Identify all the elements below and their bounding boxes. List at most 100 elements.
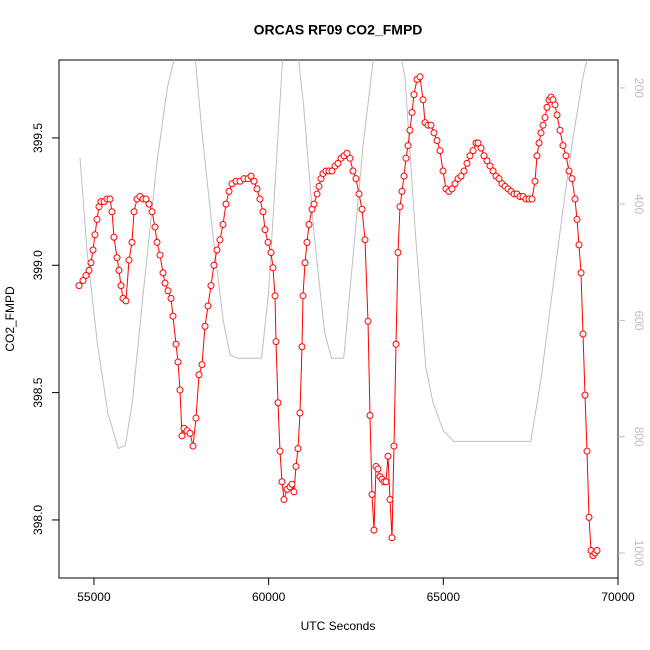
- point: [334, 159, 342, 167]
- point: [276, 447, 284, 455]
- point: [176, 386, 184, 394]
- point: [213, 246, 221, 254]
- point: [553, 111, 561, 119]
- point: [535, 139, 543, 147]
- point: [358, 205, 366, 213]
- y2-tick-label: 1000: [632, 540, 646, 567]
- point: [568, 175, 576, 183]
- point: [79, 277, 87, 285]
- point: [153, 238, 161, 246]
- point: [556, 126, 564, 134]
- point: [466, 152, 474, 160]
- point: [122, 297, 130, 305]
- point: [272, 338, 280, 346]
- point: [486, 162, 494, 170]
- point: [571, 195, 579, 203]
- y2-tick-label: 800: [632, 427, 646, 447]
- point: [531, 177, 539, 185]
- x-tick-label: 55000: [77, 590, 111, 604]
- point: [364, 317, 372, 325]
- x-tick-label: 60000: [252, 590, 286, 604]
- point: [390, 442, 398, 450]
- point: [106, 195, 114, 203]
- point: [178, 432, 186, 440]
- point: [115, 266, 123, 274]
- point: [294, 445, 302, 453]
- point: [292, 462, 300, 470]
- point: [448, 185, 456, 193]
- point: [161, 279, 169, 287]
- point: [581, 391, 589, 399]
- point: [313, 190, 321, 198]
- point: [274, 399, 282, 407]
- point: [559, 142, 567, 150]
- point: [167, 294, 175, 302]
- point: [579, 330, 587, 338]
- point: [125, 256, 133, 264]
- point: [343, 149, 351, 157]
- point: [583, 447, 591, 455]
- chart-title: ORCAS RF09 CO2_FMPD: [254, 22, 423, 38]
- point: [75, 282, 83, 290]
- point: [480, 152, 488, 160]
- point: [406, 126, 414, 134]
- point: [91, 231, 99, 239]
- point: [433, 136, 441, 144]
- point: [93, 215, 101, 223]
- point: [474, 139, 482, 147]
- point: [388, 534, 396, 542]
- point: [108, 208, 116, 216]
- point: [290, 488, 298, 496]
- point: [225, 187, 233, 195]
- point: [398, 187, 406, 195]
- plot-area: [75, 60, 601, 560]
- point: [110, 233, 118, 241]
- point: [174, 358, 182, 366]
- x-axis-label: UTC Seconds: [301, 619, 376, 633]
- y2-tick-label: 400: [632, 194, 646, 214]
- point: [82, 271, 90, 279]
- point: [145, 200, 153, 208]
- point: [537, 129, 545, 137]
- point: [192, 414, 200, 422]
- point: [156, 251, 164, 259]
- point: [259, 208, 267, 216]
- point: [346, 154, 354, 162]
- point: [451, 180, 459, 188]
- y-tick-label: 399.0: [31, 250, 45, 280]
- y2-tick-label: 600: [632, 310, 646, 330]
- x-tick-label: 65000: [427, 590, 461, 604]
- point: [562, 152, 570, 160]
- point: [89, 246, 97, 254]
- point: [427, 121, 435, 129]
- point: [382, 478, 390, 486]
- point: [142, 195, 150, 203]
- point: [439, 167, 447, 175]
- point: [169, 312, 177, 320]
- point: [186, 429, 194, 437]
- point: [489, 167, 497, 175]
- point: [264, 238, 272, 246]
- point: [204, 302, 212, 310]
- point: [469, 147, 477, 155]
- point: [575, 241, 583, 249]
- point: [148, 208, 156, 216]
- point: [370, 526, 378, 534]
- point: [416, 73, 424, 81]
- point: [271, 292, 279, 300]
- point: [247, 172, 255, 180]
- point: [250, 177, 258, 185]
- point: [278, 478, 286, 486]
- point: [299, 292, 307, 300]
- point: [404, 142, 412, 150]
- point: [402, 154, 410, 162]
- point: [419, 96, 427, 104]
- point: [400, 172, 408, 180]
- point: [430, 129, 438, 137]
- point: [159, 269, 167, 277]
- point: [394, 249, 402, 257]
- point: [269, 264, 277, 272]
- point: [384, 452, 392, 460]
- point: [310, 200, 318, 208]
